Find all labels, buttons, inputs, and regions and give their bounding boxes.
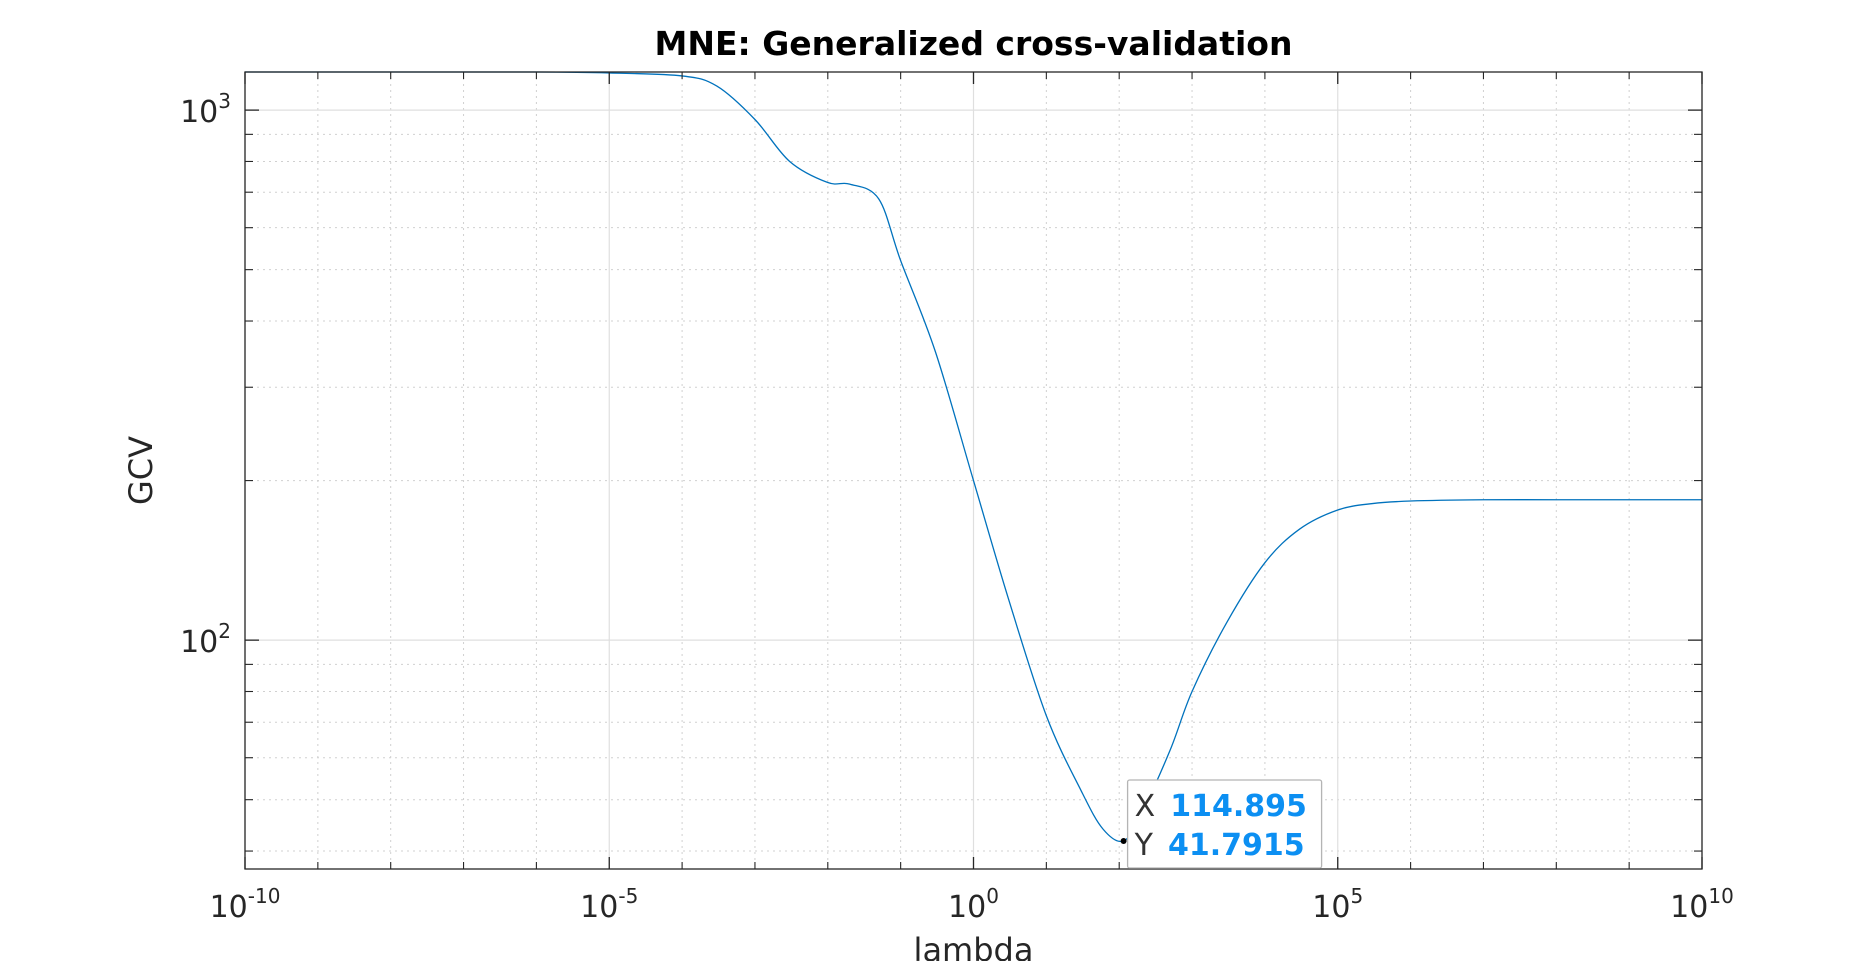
plot-area[interactable] — [244, 71, 1703, 870]
major-grid — [244, 72, 1703, 869]
datatip-y-key: Y — [1134, 828, 1154, 863]
datatip-box — [1126, 779, 1323, 869]
x-tick-label: 100 — [948, 884, 999, 925]
chart-title: MNE: Generalized cross-validation — [655, 24, 1293, 63]
y-axis-label: GCV — [122, 436, 160, 505]
x-tick-labels: 10-10 10-5 100 105 1010 — [210, 884, 1734, 925]
y-tick-base: 10 — [180, 625, 218, 660]
gcv-series-line — [245, 71, 1702, 843]
x-tick-label: 1010 — [1670, 884, 1734, 925]
x-tick-base: 10 — [1312, 890, 1350, 925]
x-tick-exponent: 10 — [1708, 884, 1733, 908]
x-tick-base: 10 — [210, 890, 248, 925]
y-tick-label: 103 — [180, 89, 231, 130]
x-tick-label: 10-10 — [210, 884, 281, 925]
datatip-y-value: 41.7915 — [1168, 828, 1305, 863]
datatip[interactable]: X 114.895 Y 41.7915 — [1120, 779, 1323, 869]
datatip-x-key: X — [1135, 789, 1156, 824]
datatip-x-value: 114.895 — [1170, 789, 1307, 824]
datatip-y-row: Y 41.7915 — [1134, 828, 1305, 863]
x-tick-exponent: -10 — [248, 884, 281, 908]
y-tick-base: 10 — [180, 95, 218, 130]
x-tick-base: 10 — [1670, 890, 1708, 925]
y-tick-exponent: 2 — [218, 619, 231, 643]
x-tick-base: 10 — [948, 890, 986, 925]
series-layer — [245, 71, 1702, 843]
minor-grid — [245, 72, 1702, 869]
x-axis-label: lambda — [914, 931, 1034, 961]
y-tick-exponent: 3 — [218, 89, 231, 113]
datatip-marker[interactable] — [1120, 837, 1127, 844]
x-tick-label: 10-5 — [580, 884, 638, 925]
x-tick-exponent: -5 — [618, 884, 638, 908]
x-tick-base: 10 — [580, 890, 618, 925]
x-tick-exponent: 0 — [986, 884, 999, 908]
x-tick-label: 105 — [1312, 884, 1363, 925]
x-tick-exponent: 5 — [1350, 884, 1363, 908]
datatip-x-row: X 114.895 — [1135, 789, 1307, 824]
y-tick-label: 102 — [180, 619, 231, 660]
